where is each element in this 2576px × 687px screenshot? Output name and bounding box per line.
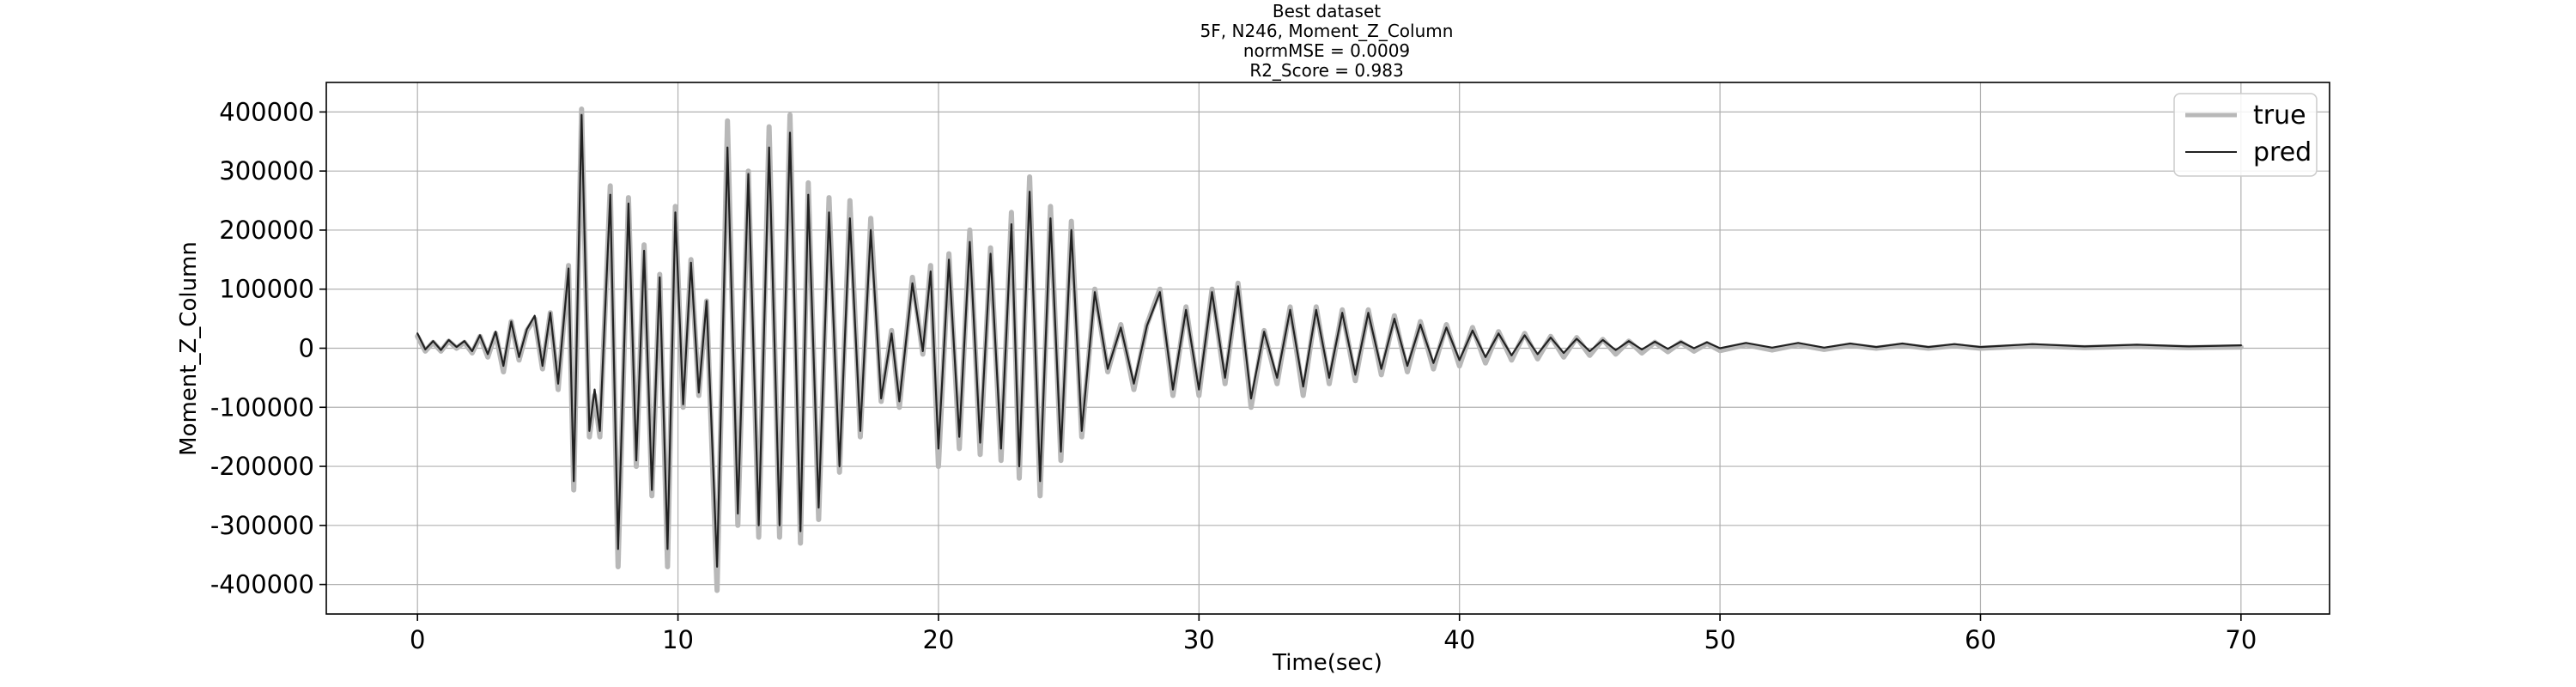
plot-series <box>415 106 2244 593</box>
legend: true pred <box>2173 93 2318 177</box>
y-tick-label: 400000 <box>219 97 314 126</box>
chart-title-line: Best dataset <box>1273 1 1381 21</box>
legend-label-true: true <box>2253 100 2306 131</box>
y-tick-label: 100000 <box>219 275 314 304</box>
y-tick-label: -300000 <box>210 511 314 540</box>
x-axis-label: Time(sec) <box>1272 650 1382 676</box>
y-tick-label: 200000 <box>219 216 314 245</box>
x-tick-label: 10 <box>662 625 694 654</box>
axis-ticks: 0 10 20 30 40 50 60 70 400000 300000 200000 100000 0… <box>210 97 2257 654</box>
x-tick-label: 20 <box>922 625 954 654</box>
x-tick-label: 60 <box>1965 625 1996 654</box>
y-tick-label: -100000 <box>210 392 314 422</box>
series-line-pred <box>416 113 2242 568</box>
legend-label-pred: pred <box>2253 137 2312 167</box>
y-axis-label: Moment_Z_Column <box>176 241 202 456</box>
x-tick-label: 30 <box>1183 625 1215 654</box>
chart-title-line: 5F, N246, Moment_Z_Column <box>1200 21 1454 41</box>
chart-title-line: normMSE = 0.0009 <box>1243 40 1410 61</box>
x-tick-label: 0 <box>410 625 425 654</box>
chart-title: Best dataset 5F, N246, Moment_Z_Column n… <box>1200 1 1454 81</box>
chart-title-line: R2_Score = 0.983 <box>1249 60 1403 81</box>
y-tick-label: 300000 <box>219 156 314 185</box>
x-tick-label: 70 <box>2225 625 2257 654</box>
y-tick-label: -400000 <box>210 570 314 599</box>
series-line-true <box>415 106 2244 593</box>
y-tick-label: 0 <box>299 334 314 363</box>
y-tick-label: -200000 <box>210 452 314 481</box>
x-tick-label: 40 <box>1443 625 1475 654</box>
x-tick-label: 50 <box>1704 625 1736 654</box>
